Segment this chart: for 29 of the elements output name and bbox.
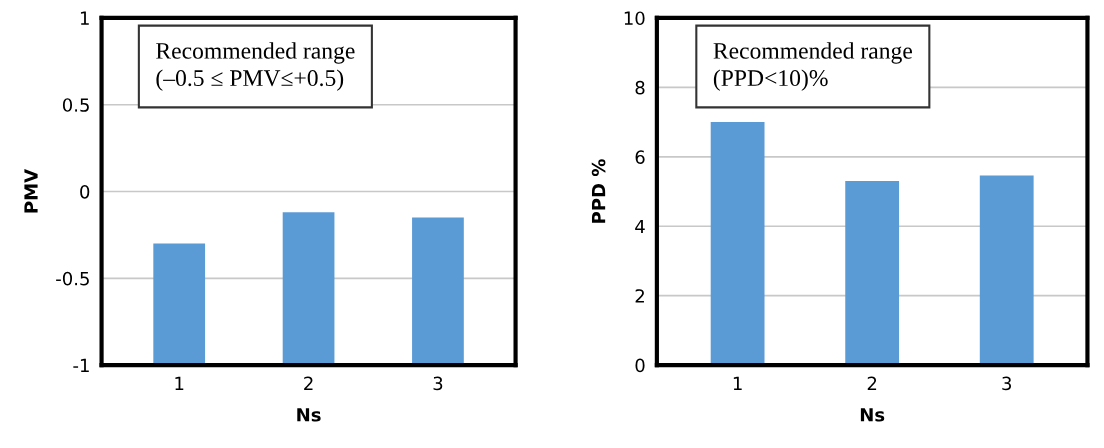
x-tick-label: 3 — [1002, 376, 1012, 391]
y-tick-label: 6 — [635, 150, 645, 164]
y-tick-label: 1 — [80, 11, 89, 25]
bar — [979, 175, 1034, 366]
x-tick-label: 1 — [733, 376, 742, 390]
x-axis-title: Ns — [860, 408, 885, 422]
y-tick-label: 0.5 — [62, 98, 89, 112]
y-tick-label: -1 — [73, 358, 89, 372]
y-tick-label: 0 — [635, 358, 645, 373]
y-tick-label: 4 — [635, 219, 645, 234]
x-tick-label: 2 — [867, 376, 877, 390]
annotation: Recommended range (–0.5 ≤ PMV≤+0.5) — [156, 42, 355, 91]
bar — [710, 122, 765, 366]
x-tick-label: 2 — [304, 376, 313, 390]
y-tick-label: 8 — [635, 80, 645, 95]
y-axis-title: PMV — [24, 169, 38, 213]
bar — [845, 181, 900, 366]
x-tick-label: 1 — [175, 376, 184, 390]
bar — [412, 217, 464, 366]
y-tick-label: 2 — [635, 289, 644, 303]
y-tick-label: 0 — [80, 184, 90, 199]
x-tick-label: 3 — [433, 376, 443, 391]
y-tick-label: 10 — [624, 11, 645, 26]
bar — [153, 243, 206, 366]
y-axis-title: PPD % — [591, 159, 606, 223]
y-tick-label: -0.5 — [56, 271, 89, 286]
bar — [282, 212, 335, 366]
annotation: Recommended range (PPD<10)% — [713, 42, 912, 91]
x-axis-title: Ns — [297, 408, 321, 422]
